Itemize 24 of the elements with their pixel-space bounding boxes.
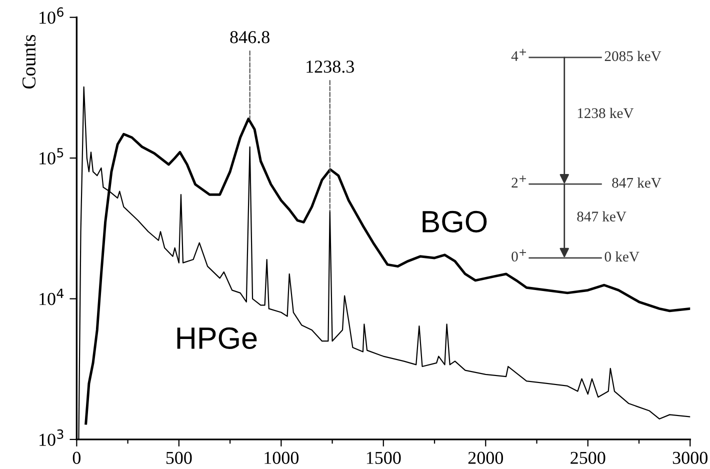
annotation: 0$^{+}$ <box>512 249 526 262</box>
y-tick-label: 10$^{4}$ <box>40 288 64 306</box>
series-label: BGO <box>422 210 487 232</box>
annotation: 847 keV <box>577 211 626 222</box>
annotation: 1238.3 <box>306 60 354 73</box>
annotation: 2$^{+}$ <box>512 175 526 188</box>
x-tick-label: 1000 <box>264 452 299 464</box>
series-label: HPGe <box>177 327 257 349</box>
y-tick-label: 10$^{3}$ <box>40 429 64 446</box>
annotation: 846.8 <box>230 31 270 44</box>
y-tick-label: 10$^{5}$ <box>40 148 64 164</box>
annotation: 2085 keV <box>604 50 662 62</box>
y-tick-label: 10$^{6}$ <box>40 7 64 24</box>
annotation: 1238 keV <box>578 108 634 118</box>
y-axis-title: Counts <box>22 34 36 89</box>
x-tick-label: 0 <box>72 452 81 464</box>
x-tick-label: 3000 <box>672 452 708 464</box>
x-tick-label: 1500 <box>366 452 401 464</box>
x-tick-label: 2000 <box>468 452 504 464</box>
x-tick-label: 500 <box>166 452 192 464</box>
annotation: 0 keV <box>604 251 640 262</box>
annotation: 847 keV <box>612 177 662 188</box>
x-tick-label: 2500 <box>570 452 606 464</box>
annotation: 4$^{+}$ <box>511 48 526 61</box>
